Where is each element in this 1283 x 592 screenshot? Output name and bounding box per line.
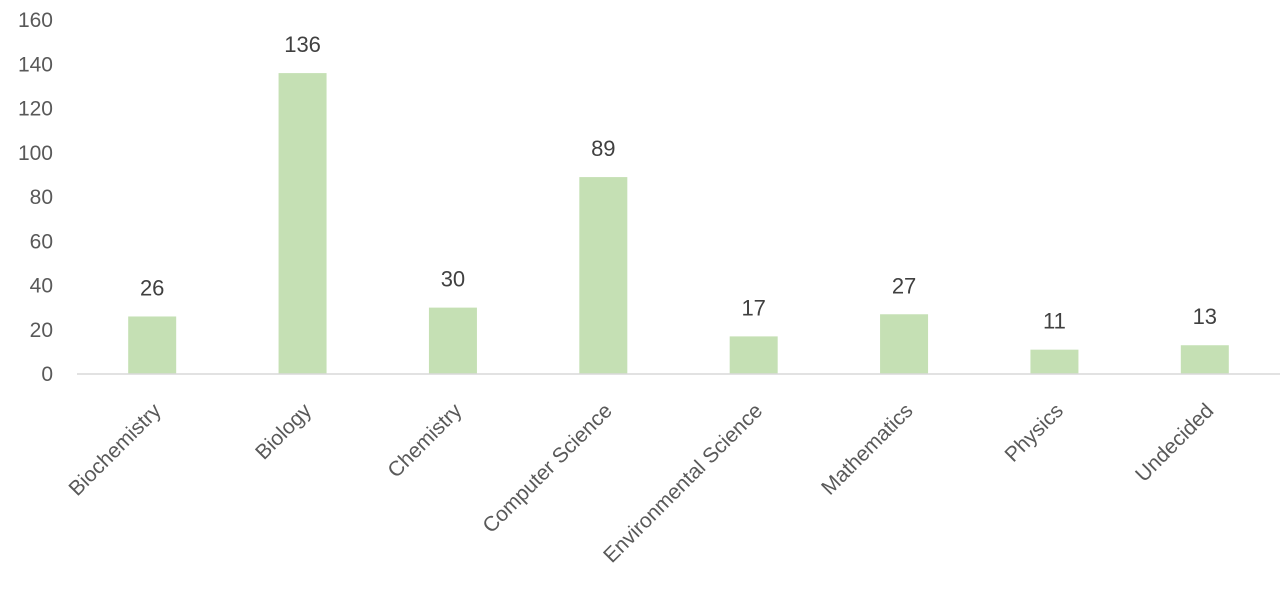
x-category-label: Mathematics [817,399,917,499]
data-label: 17 [741,295,765,320]
data-label: 27 [892,273,916,298]
x-category-label: Chemistry [383,399,466,482]
bar [579,177,628,374]
bar [128,316,177,374]
x-category-label: Undecided [1131,399,1218,486]
data-label: 136 [284,32,321,57]
y-tick-label: 40 [30,275,53,298]
y-tick-label: 140 [18,53,53,76]
bars-group [128,73,1229,374]
x-category-label: Physics [1001,399,1068,466]
data-labels-group: 26 136 30 89 17 27 11 13 [140,32,1217,334]
y-tick-label: 100 [18,142,53,165]
y-tick-label: 120 [18,98,53,121]
bar [428,307,477,374]
category-labels-group: Biochemistry Biology Chemistry Computer Sci… [64,399,1218,567]
x-category-label: Computer Science [478,399,616,537]
y-tick-label: 80 [30,186,53,209]
y-tick-label: 160 [18,9,53,32]
x-category-label: Environmental Science [599,399,767,567]
data-label: 30 [441,267,465,292]
data-label: 13 [1193,304,1217,329]
data-label: 26 [140,275,164,300]
bar [880,314,929,374]
bar [278,73,327,374]
x-category-label: Biochemistry [64,399,166,501]
data-label: 11 [1043,309,1066,334]
data-label: 89 [591,136,615,161]
y-tick-label: 20 [30,319,53,342]
y-axis-ticks: 0 20 40 60 80 100 120 140 160 [18,9,53,386]
y-tick-label: 0 [41,363,53,386]
bar [729,336,778,374]
bar [1180,345,1229,374]
y-tick-label: 60 [30,230,53,253]
x-category-label: Biology [251,399,316,464]
bar [1030,349,1079,374]
